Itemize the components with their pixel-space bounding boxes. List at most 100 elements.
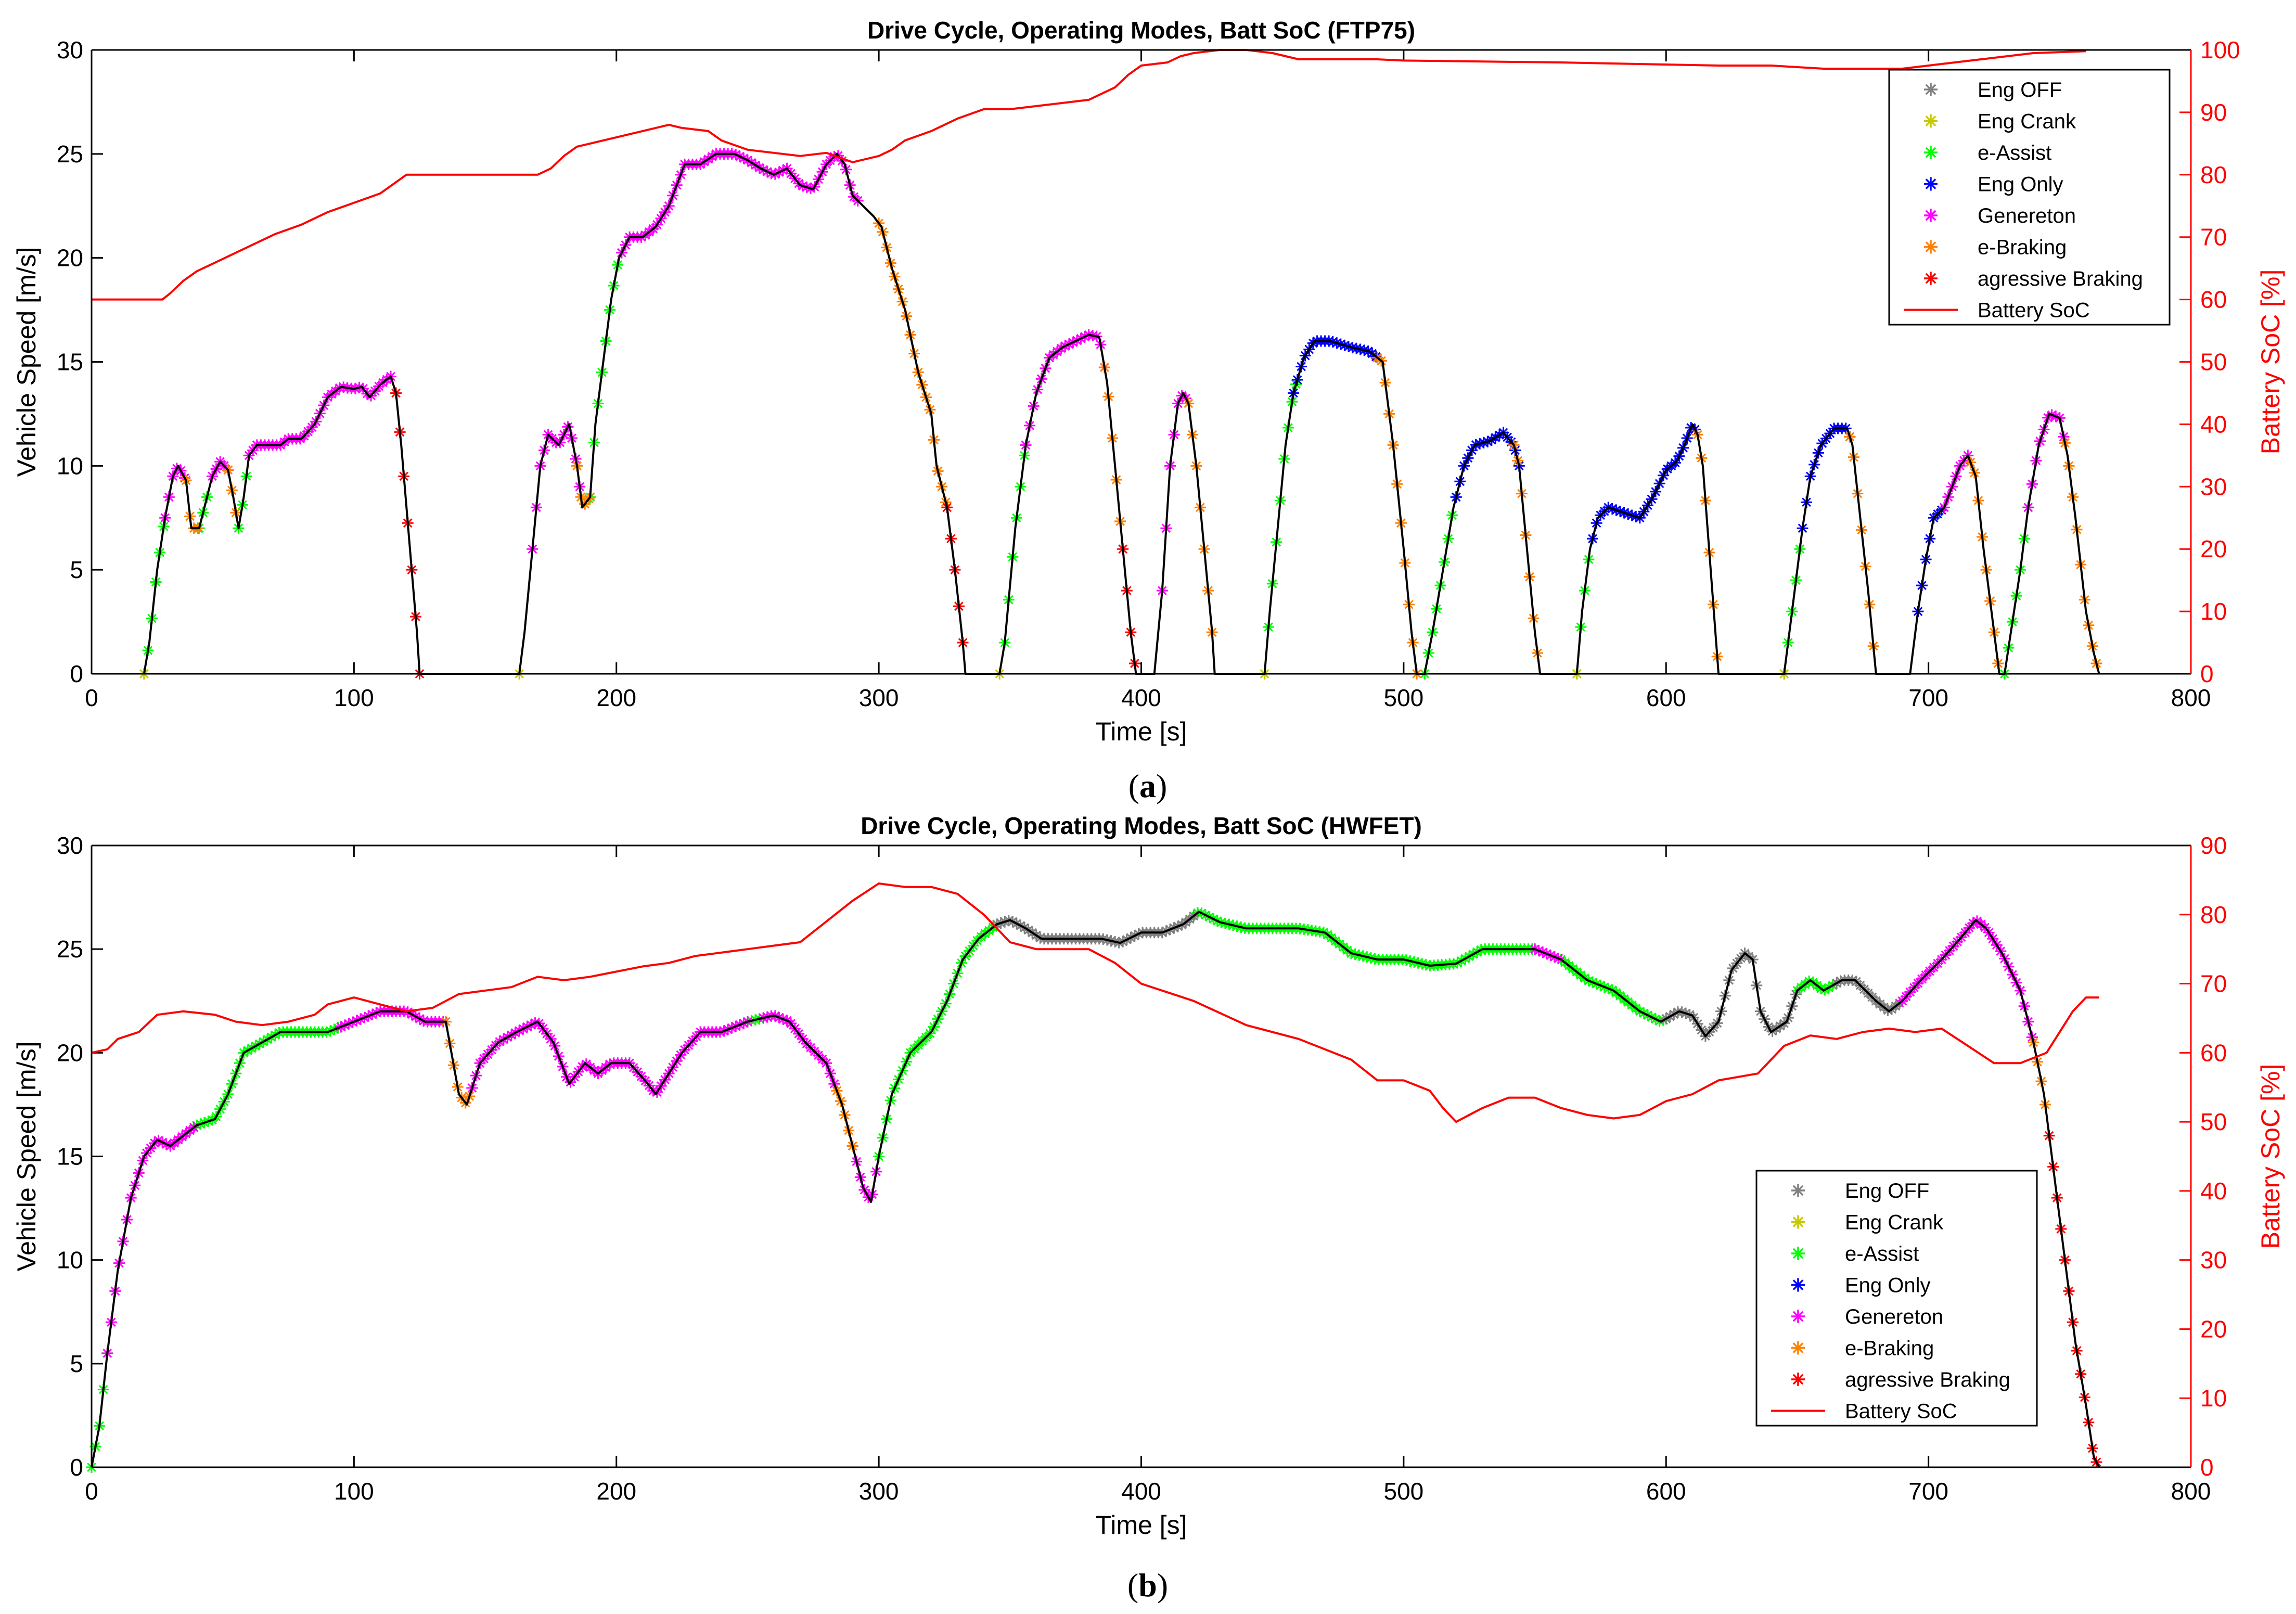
legend-swatch-marker (1791, 1247, 1805, 1260)
y-tick-label: 25 (57, 936, 83, 963)
y-tick-label: 20 (57, 245, 83, 272)
x-tick-label: 800 (2171, 684, 2211, 711)
x-tick-label: 400 (1121, 684, 1161, 711)
legend-label: e-Braking (1978, 236, 2067, 259)
y-tick-label: 20 (57, 1039, 83, 1066)
y-tick-label: 15 (57, 1143, 83, 1170)
legend-label: Eng Only (1845, 1274, 1931, 1297)
chart-title: Drive Cycle, Operating Modes, Batt SoC (… (861, 812, 1422, 839)
legend-label: Genereton (1845, 1305, 1943, 1328)
subfigure-label: (a) (1128, 767, 1168, 804)
legend-label: agressive Braking (1845, 1368, 2010, 1391)
x-tick-label: 500 (1384, 684, 1424, 711)
legend-swatch-marker (1791, 1184, 1805, 1197)
y2-tick-label: 0 (2200, 1454, 2214, 1481)
legend-swatch-marker (1924, 114, 1938, 128)
x-axis-label: Time [s] (1096, 717, 1187, 746)
legend-swatch-marker (1791, 1373, 1805, 1386)
plot-content (86, 882, 2102, 1473)
speed-line (143, 152, 2100, 675)
legend-swatch-marker (1924, 272, 1938, 285)
y-tick-label: 10 (57, 1247, 83, 1274)
y2-tick-label: 40 (2200, 1177, 2227, 1205)
legend-box (1888, 69, 2171, 326)
y2-tick-label: 10 (2200, 1385, 2227, 1412)
chart-panel-b: Drive Cycle, Operating Modes, Batt SoC (… (12, 812, 2285, 1540)
chart-panel-a: Drive Cycle, Operating Modes, Batt SoC (… (12, 17, 2285, 746)
y2-tick-label: 30 (2200, 1247, 2227, 1274)
subfigure-letter: a (1139, 767, 1156, 804)
y-tick-label: 15 (57, 349, 83, 376)
x-axis-label: Time [s] (1096, 1510, 1187, 1540)
legend-box (1755, 1170, 2038, 1427)
legend-label: Eng OFF (1978, 79, 2062, 101)
y2-tick-label: 10 (2200, 598, 2227, 625)
x-tick-label: 100 (334, 684, 374, 711)
x-tick-label: 0 (85, 1478, 98, 1505)
legend: Eng OFF Eng Crank e-Assist Eng Only Genereto… (1888, 69, 2171, 326)
legend-swatch-marker (1924, 146, 1938, 159)
y2-tick-label: 80 (2200, 161, 2227, 188)
x-tick-label: 800 (2171, 1478, 2211, 1505)
y-tick-label: 10 (57, 452, 83, 479)
legend-label: Battery SoC (1978, 299, 2090, 322)
y2-tick-label: 100 (2200, 36, 2240, 63)
y2-tick-label: 90 (2200, 832, 2227, 859)
subfigure-paren-close: ) (1156, 767, 1167, 804)
y-tick-label: 0 (70, 660, 83, 687)
x-tick-label: 200 (596, 684, 636, 711)
legend-swatch-marker (1791, 1278, 1805, 1292)
legend-label: Eng Crank (1978, 110, 2076, 133)
legend-label: e-Assist (1845, 1242, 1919, 1265)
y2-axis-label: Battery SoC [%] (2256, 270, 2285, 455)
legend: Eng OFF Eng Crank e-Assist Eng Only Genereto… (1755, 1170, 2038, 1427)
subfigure-label: (b) (1127, 1567, 1168, 1604)
y2-tick-label: 0 (2200, 660, 2214, 687)
y-tick-label: 30 (57, 36, 83, 63)
legend-swatch-marker (1791, 1215, 1805, 1229)
legend-label: agressive Braking (1978, 267, 2143, 290)
legend-label: Genereton (1978, 204, 2076, 227)
legend-swatch-marker (1924, 209, 1938, 222)
chart-title: Drive Cycle, Operating Modes, Batt SoC (… (867, 17, 1415, 44)
legend-label: e-Braking (1845, 1337, 1934, 1360)
legend-label: Battery SoC (1845, 1400, 1957, 1423)
x-tick-label: 300 (859, 1478, 899, 1505)
legend-label: e-Assist (1978, 142, 2051, 164)
y2-tick-label: 70 (2200, 224, 2227, 251)
soc-line (92, 49, 2086, 301)
y-axis-label: Vehicle Speed [m/s] (12, 1042, 41, 1272)
legend-label: Eng Only (1978, 173, 2063, 196)
y-tick-label: 25 (57, 140, 83, 168)
y2-tick-label: 70 (2200, 970, 2227, 997)
plot-area (92, 50, 2191, 674)
y2-tick-label: 90 (2200, 99, 2227, 126)
plot-content (92, 49, 2102, 680)
y2-tick-label: 80 (2200, 901, 2227, 928)
legend-swatch-marker (1924, 83, 1938, 96)
x-tick-label: 200 (596, 1478, 636, 1505)
legend-swatch-marker (1924, 177, 1938, 191)
subfigure-letter: b (1138, 1567, 1157, 1604)
y2-tick-label: 50 (2200, 349, 2227, 376)
y2-tick-label: 60 (2200, 286, 2227, 313)
y-tick-label: 5 (70, 1350, 83, 1377)
x-tick-label: 0 (85, 684, 98, 711)
legend-label: Eng Crank (1845, 1211, 1944, 1234)
x-tick-label: 400 (1121, 1478, 1161, 1505)
x-tick-label: 700 (1908, 684, 1948, 711)
legend-swatch-marker (1791, 1341, 1805, 1355)
legend-swatch-marker (1791, 1310, 1805, 1323)
y-tick-label: 0 (70, 1454, 83, 1481)
y2-tick-label: 20 (2200, 1315, 2227, 1342)
x-tick-label: 300 (859, 684, 899, 711)
legend-swatch-marker (1924, 240, 1938, 254)
speed-line (91, 911, 2100, 1468)
y-tick-label: 30 (57, 832, 83, 859)
subfigure-paren-open: ( (1128, 767, 1139, 804)
x-tick-label: 700 (1908, 1478, 1948, 1505)
y2-tick-label: 40 (2200, 411, 2227, 438)
y2-axis-label: Battery SoC [%] (2256, 1064, 2285, 1249)
y2-tick-label: 50 (2200, 1108, 2227, 1135)
